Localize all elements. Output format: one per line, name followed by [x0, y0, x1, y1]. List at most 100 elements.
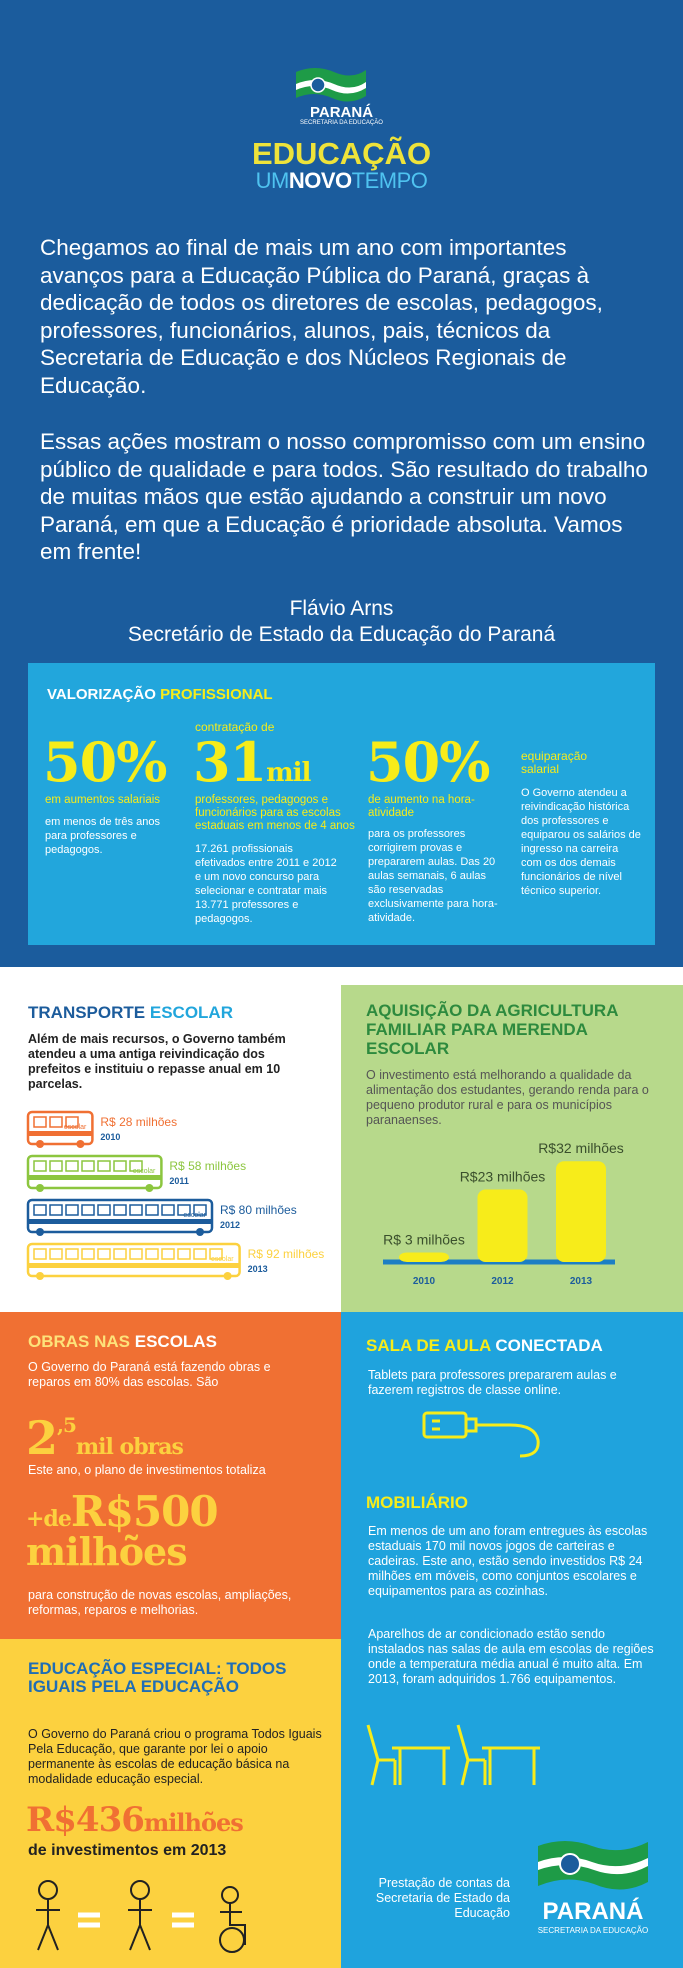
cable-icon — [422, 1411, 540, 1458]
item-text: O Governo atendeu a reivindicação histór… — [521, 787, 641, 897]
especial-box — [0, 1639, 341, 1968]
title-part: VALORIZAÇÃO — [47, 686, 156, 703]
section-text: Tablets para professores prepararem aula… — [368, 1368, 617, 1397]
bus-wheel — [36, 1184, 44, 1192]
bus-window — [65, 1204, 79, 1216]
item-text: 17.261 profissionais efetivados entre 20… — [195, 843, 337, 925]
bus-window — [129, 1248, 143, 1260]
desk-icons — [366, 1724, 540, 1786]
bus-window — [97, 1248, 111, 1260]
big-value: R$500 — [70, 1487, 219, 1536]
big-number: 2,5mil obras — [26, 1400, 184, 1472]
bus-window — [33, 1204, 47, 1216]
intro-paragraph: Chegamos ao final de mais um ano com imp… — [40, 235, 603, 398]
bus-window — [209, 1248, 223, 1260]
section-text: Em menos de um ano foram entregues às es… — [368, 1524, 648, 1598]
logo-text: PARANÁ — [309, 104, 374, 121]
subtitle-part: UM — [255, 168, 290, 193]
footer-logo-text: PARANÁ — [542, 1898, 644, 1925]
big-number: 31mil — [193, 730, 311, 794]
intro-paragraph: Essas ações mostram o nosso compromisso … — [40, 429, 648, 564]
value-label: R$ 80 milhões — [220, 1203, 297, 1217]
bus-window — [113, 1160, 127, 1172]
bus-window — [81, 1160, 95, 1172]
bus-label: escolar — [211, 1256, 234, 1263]
logo-subtext: SECRETARIA DA EDUCAÇÃO — [300, 120, 383, 126]
big-unit: milhões — [143, 1808, 244, 1837]
equality-icons — [36, 1880, 246, 1953]
bus-wheel — [36, 1272, 44, 1280]
value-label: R$23 milhões — [460, 1169, 546, 1185]
bus-wheel — [145, 1184, 154, 1192]
section-text: Este ano, o plano de investimentos total… — [28, 1463, 266, 1477]
caption: em aumentos salariais — [45, 794, 161, 806]
bus-stripe — [28, 1131, 93, 1136]
title-part: TRANSPORTE — [28, 1003, 146, 1022]
section-text: para construção de novas escolas, amplia… — [28, 1588, 292, 1617]
bus-window — [49, 1248, 63, 1260]
bus-window — [129, 1160, 143, 1172]
bus-window — [97, 1160, 111, 1172]
big-number: 50% — [366, 730, 490, 794]
category-label: 2013 — [248, 1264, 268, 1274]
section-title: MOBILIÁRIO — [366, 1493, 468, 1512]
value-label: R$ 92 milhões — [248, 1247, 325, 1261]
big-number: R$436milhões — [26, 1800, 244, 1840]
bus-window — [65, 1116, 79, 1128]
bus-window — [113, 1204, 127, 1216]
item-text: em menos de três anos para professores e… — [45, 816, 160, 856]
bus-window — [145, 1204, 159, 1216]
category-label: 2013 — [570, 1276, 593, 1287]
category-label: 2010 — [100, 1132, 120, 1142]
title-part: ESCOLAR — [149, 1003, 233, 1022]
title-part: CONECTADA — [495, 1336, 603, 1355]
bus-window — [49, 1116, 63, 1128]
bus-window — [177, 1204, 191, 1216]
bar — [477, 1189, 528, 1262]
title-part: OBRAS NAS — [28, 1332, 131, 1351]
section-text: Além de mais recursos, o Governo também … — [28, 1032, 286, 1091]
big-prefix: +de — [26, 1506, 72, 1532]
signature-name: Flávio Arns — [289, 597, 394, 620]
bus-wheel — [76, 1140, 85, 1148]
caption: de aumento na hora-atividade — [368, 794, 475, 819]
section-text: O investimento está melhorando a qualida… — [366, 1068, 649, 1127]
bus-window — [193, 1204, 207, 1216]
value-label: R$ 58 milhões — [169, 1159, 246, 1173]
section-title: SALA DE AULA CONECTADA — [366, 1336, 603, 1356]
title-part: PROFISSIONAL — [160, 686, 273, 703]
category-label: 2010 — [413, 1276, 436, 1287]
bus-window — [81, 1248, 95, 1260]
big-value: 31 — [193, 730, 267, 794]
bus-window — [33, 1248, 47, 1260]
bus-wheel — [36, 1140, 44, 1148]
section-text: O Governo do Paraná criou o programa Tod… — [28, 1727, 322, 1786]
bus-label: escolar — [183, 1212, 206, 1219]
section-title: AQUISIÇÃO DA AGRICULTURA FAMILIAR PARA M… — [366, 1001, 618, 1058]
bus-window — [65, 1248, 79, 1260]
signature-role: Secretário de Estado da Educação do Para… — [127, 623, 556, 646]
bus-window — [113, 1248, 127, 1260]
title-part: SALA DE AULA — [366, 1336, 491, 1355]
section-title: EDUCAÇÃO ESPECIAL: TODOS IGUAIS PELA EDU… — [28, 1659, 287, 1696]
big-value: R$436 — [26, 1800, 145, 1840]
section-title: OBRAS NAS ESCOLAS — [28, 1332, 217, 1352]
bus-window — [97, 1204, 111, 1216]
bus-stripe — [28, 1219, 212, 1224]
section-title: TRANSPORTE ESCOLAR — [28, 1003, 233, 1023]
caption: de investimentos em 2013 — [28, 1842, 227, 1859]
title: EDUCAÇÃO — [251, 136, 432, 171]
bus-window — [145, 1248, 159, 1260]
pre-text: equiparação salarial — [521, 749, 588, 776]
footer-logo-flag — [538, 1841, 648, 1890]
bar — [399, 1252, 449, 1262]
subtitle: UMNOVOTEMPO — [0, 168, 683, 194]
section-text: Aparelhos de ar condicionado estão sendo… — [368, 1627, 654, 1686]
bus-wheel — [36, 1228, 44, 1236]
bus-stripe — [28, 1263, 240, 1268]
big-number: milhões — [26, 1529, 188, 1574]
category-label: 2012 — [491, 1276, 514, 1287]
bus-window — [65, 1160, 79, 1172]
valorizacao-box — [28, 663, 655, 945]
